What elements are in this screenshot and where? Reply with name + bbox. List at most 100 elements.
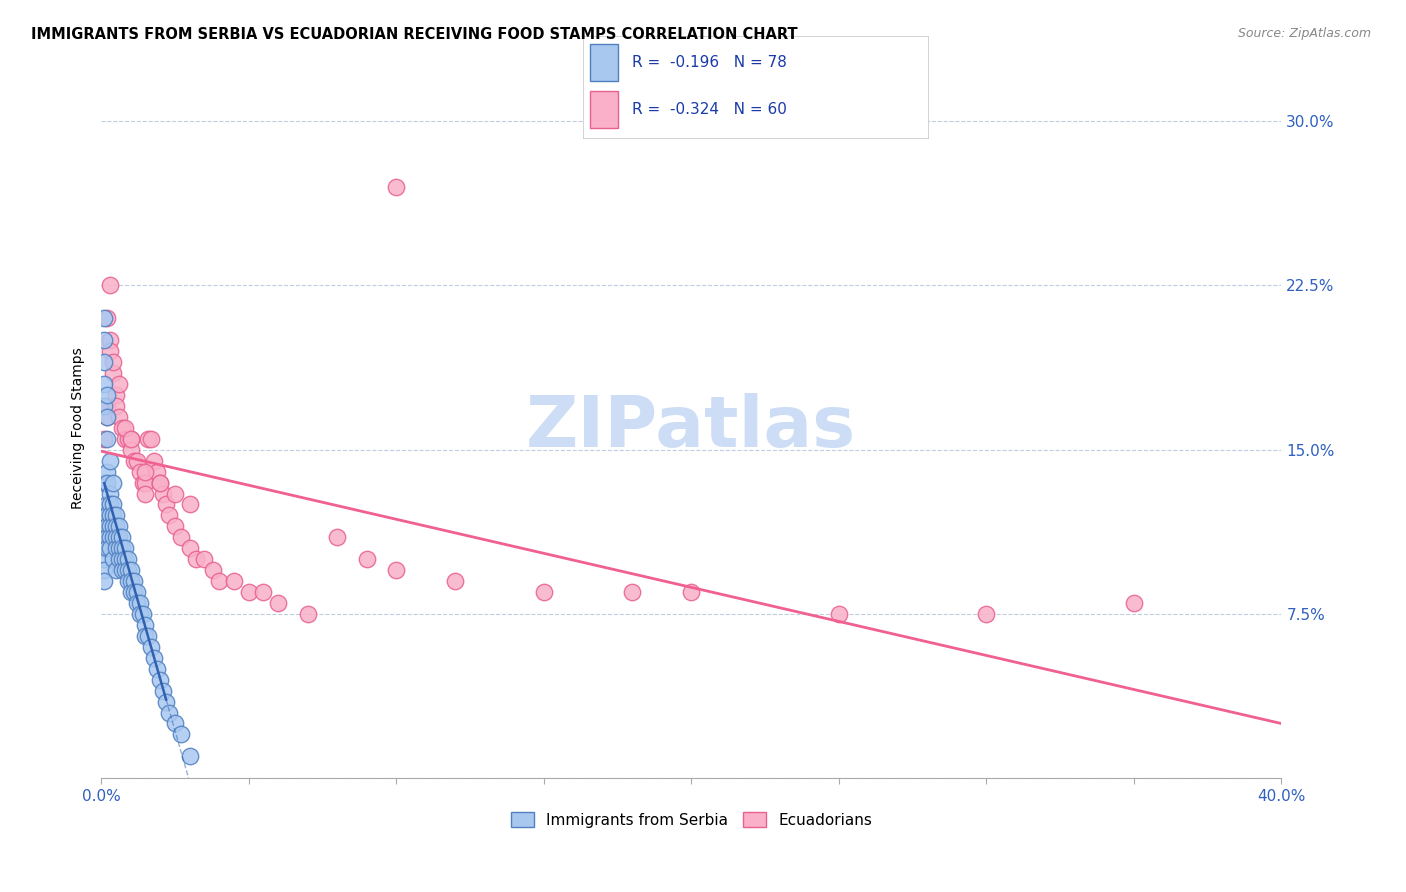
Legend: Immigrants from Serbia, Ecuadorians: Immigrants from Serbia, Ecuadorians xyxy=(505,805,879,834)
Point xyxy=(128,596,150,610)
Point xyxy=(108,541,131,556)
Point xyxy=(101,475,124,490)
FancyBboxPatch shape xyxy=(591,91,619,128)
Point xyxy=(98,541,121,556)
Point xyxy=(101,530,124,544)
Point xyxy=(114,563,136,577)
Point xyxy=(96,409,118,424)
Point xyxy=(108,530,131,544)
Point xyxy=(681,585,703,599)
Point xyxy=(114,421,136,435)
Point xyxy=(93,355,115,369)
Point xyxy=(179,749,201,764)
Point xyxy=(385,180,408,194)
Text: R =  -0.324   N = 60: R = -0.324 N = 60 xyxy=(631,102,786,117)
Point xyxy=(93,311,115,326)
Point xyxy=(152,486,174,500)
Point xyxy=(96,530,118,544)
Point xyxy=(131,475,153,490)
Point xyxy=(1122,596,1144,610)
Point xyxy=(134,475,156,490)
Point xyxy=(828,607,851,621)
Point xyxy=(141,432,163,446)
Point xyxy=(444,574,467,588)
Point xyxy=(143,650,166,665)
Point xyxy=(117,563,139,577)
Point xyxy=(120,432,142,446)
Point xyxy=(152,683,174,698)
Point xyxy=(128,465,150,479)
Point xyxy=(104,530,127,544)
Point xyxy=(101,498,124,512)
Point xyxy=(238,585,260,599)
Point xyxy=(101,355,124,369)
Point xyxy=(184,552,207,566)
Point xyxy=(96,498,118,512)
Point xyxy=(297,607,319,621)
Point xyxy=(93,475,115,490)
Point xyxy=(98,486,121,500)
Point xyxy=(93,399,115,413)
Point xyxy=(114,541,136,556)
Point xyxy=(326,530,349,544)
Point xyxy=(104,388,127,402)
Point xyxy=(202,563,225,577)
Point xyxy=(98,530,121,544)
Text: Source: ZipAtlas.com: Source: ZipAtlas.com xyxy=(1237,27,1371,40)
Point xyxy=(98,333,121,347)
Point xyxy=(114,552,136,566)
Point xyxy=(117,574,139,588)
Point xyxy=(122,453,145,467)
Point xyxy=(149,475,172,490)
Point xyxy=(101,552,124,566)
Point xyxy=(155,695,177,709)
Point xyxy=(149,673,172,687)
Point xyxy=(96,508,118,523)
Point xyxy=(93,333,115,347)
Point xyxy=(170,727,193,741)
Point xyxy=(104,563,127,577)
Point xyxy=(120,585,142,599)
Point xyxy=(208,574,231,588)
Point xyxy=(157,508,180,523)
Point xyxy=(96,409,118,424)
Point xyxy=(170,530,193,544)
FancyBboxPatch shape xyxy=(591,44,619,81)
Point xyxy=(356,552,378,566)
Point xyxy=(93,432,115,446)
Point xyxy=(108,377,131,392)
Point xyxy=(117,432,139,446)
Text: R =  -0.196   N = 78: R = -0.196 N = 78 xyxy=(631,54,786,70)
Point xyxy=(267,596,290,610)
Point xyxy=(104,508,127,523)
Point xyxy=(98,498,121,512)
Point xyxy=(122,574,145,588)
Point xyxy=(143,453,166,467)
Point xyxy=(117,552,139,566)
Point xyxy=(96,399,118,413)
Point xyxy=(157,706,180,720)
Point xyxy=(93,563,115,577)
Point xyxy=(104,399,127,413)
Point xyxy=(98,344,121,359)
Point xyxy=(193,552,215,566)
Point xyxy=(131,607,153,621)
Point xyxy=(101,366,124,380)
Text: IMMIGRANTS FROM SERBIA VS ECUADORIAN RECEIVING FOOD STAMPS CORRELATION CHART: IMMIGRANTS FROM SERBIA VS ECUADORIAN REC… xyxy=(31,27,797,42)
Point xyxy=(101,508,124,523)
Point xyxy=(125,585,148,599)
Text: ZIPatlas: ZIPatlas xyxy=(526,393,856,462)
Point xyxy=(93,574,115,588)
Point xyxy=(111,421,134,435)
Point xyxy=(111,552,134,566)
Point xyxy=(120,432,142,446)
Point xyxy=(114,432,136,446)
Point xyxy=(101,519,124,533)
Point xyxy=(141,640,163,654)
Point xyxy=(111,563,134,577)
Point xyxy=(98,453,121,467)
Point xyxy=(108,409,131,424)
Point xyxy=(385,563,408,577)
Point xyxy=(120,442,142,457)
Point xyxy=(179,541,201,556)
